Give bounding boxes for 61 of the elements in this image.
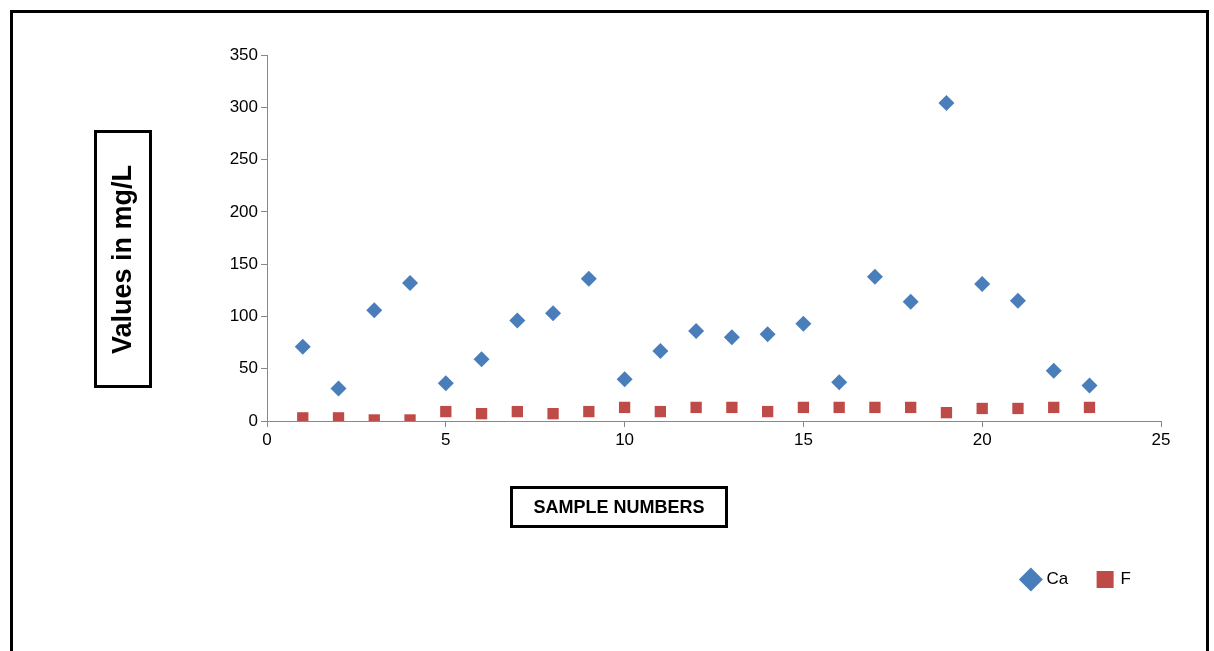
point: [761, 405, 774, 418]
point: [833, 401, 845, 414]
point: [330, 380, 347, 397]
point: [1012, 402, 1024, 415]
point: [1081, 377, 1098, 394]
legend-label: F: [1120, 569, 1132, 589]
point: [795, 315, 812, 332]
y-tick-label: 250: [229, 149, 258, 169]
y-tick-label: 300: [229, 96, 258, 116]
point: [294, 338, 311, 355]
point: [1009, 292, 1026, 309]
y-tick-label: 100: [229, 306, 258, 326]
y-axis-title: Values in mg/L: [107, 164, 139, 354]
point: [976, 402, 988, 415]
point: [759, 326, 776, 343]
point: [616, 371, 633, 388]
point: [437, 375, 454, 392]
y-tick-label: 0: [248, 410, 258, 430]
x-tick-label: 5: [441, 429, 451, 449]
point: [402, 274, 419, 291]
point: [938, 95, 955, 112]
point: [511, 405, 523, 418]
point: [690, 401, 702, 414]
point: [547, 408, 559, 420]
point: [940, 406, 953, 419]
y-tick-label: 50: [239, 358, 258, 378]
y-tick-label: 350: [229, 44, 258, 64]
point: [866, 268, 883, 285]
point: [583, 405, 595, 418]
point: [1045, 362, 1062, 379]
point: [297, 412, 309, 421]
point: [902, 293, 919, 310]
point: [440, 405, 452, 418]
x-tick-label: 25: [1151, 429, 1171, 449]
legend-label: Ca: [1046, 569, 1069, 589]
point: [1083, 401, 1096, 414]
y-tick-label: 150: [229, 253, 258, 273]
point: [652, 342, 669, 359]
point: [905, 401, 917, 414]
x-axis-title: SAMPLE NUMBERS: [510, 486, 728, 528]
x-tick-label: 20: [972, 429, 992, 449]
x-tick-label: 0: [262, 429, 272, 449]
point: [869, 401, 881, 414]
point: [688, 323, 705, 340]
point: [797, 401, 810, 414]
x-tick-label: 15: [793, 429, 813, 449]
point: [1048, 401, 1060, 414]
point: [726, 401, 738, 414]
point: [366, 302, 383, 319]
point: [618, 401, 631, 414]
point: [654, 405, 667, 418]
point: [580, 270, 597, 287]
x-tick-label: 10: [615, 429, 635, 449]
point: [974, 276, 991, 293]
point: [545, 305, 562, 322]
point: [475, 408, 488, 420]
point: [831, 374, 848, 391]
point: [473, 351, 490, 368]
point: [509, 312, 526, 329]
point: [723, 329, 740, 346]
y-tick-label: 200: [229, 201, 258, 221]
